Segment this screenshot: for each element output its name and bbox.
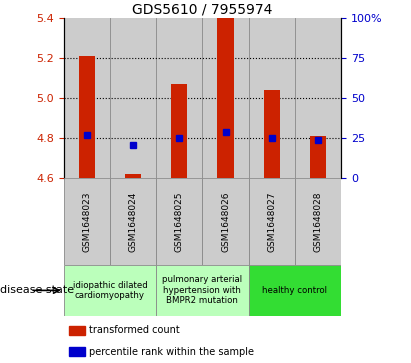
Bar xyxy=(64,18,110,178)
Bar xyxy=(249,18,295,178)
Bar xyxy=(295,18,341,178)
Bar xyxy=(69,347,85,356)
Bar xyxy=(110,18,156,178)
Bar xyxy=(217,18,233,178)
Bar xyxy=(69,326,85,335)
Title: GDS5610 / 7955974: GDS5610 / 7955974 xyxy=(132,3,272,17)
Text: percentile rank within the sample: percentile rank within the sample xyxy=(89,347,254,357)
Bar xyxy=(171,84,187,178)
Bar xyxy=(310,136,326,178)
Bar xyxy=(125,174,141,178)
Text: idiopathic dilated
cardiomyopathy: idiopathic dilated cardiomyopathy xyxy=(73,281,147,300)
Bar xyxy=(156,178,203,265)
Bar xyxy=(295,178,341,265)
Bar xyxy=(203,18,249,178)
Text: pulmonary arterial
hypertension with
BMPR2 mutation: pulmonary arterial hypertension with BMP… xyxy=(162,276,242,305)
Text: GSM1648028: GSM1648028 xyxy=(314,191,323,252)
Bar xyxy=(79,56,95,178)
Bar xyxy=(156,265,249,316)
Text: GSM1648023: GSM1648023 xyxy=(82,191,91,252)
Text: GSM1648026: GSM1648026 xyxy=(221,191,230,252)
Text: transformed count: transformed count xyxy=(89,326,180,335)
Bar xyxy=(249,265,341,316)
Bar xyxy=(64,178,110,265)
Bar xyxy=(264,90,280,178)
Bar xyxy=(203,178,249,265)
Text: GSM1648027: GSM1648027 xyxy=(267,191,276,252)
Bar xyxy=(249,178,295,265)
Text: GSM1648025: GSM1648025 xyxy=(175,191,184,252)
Text: healthy control: healthy control xyxy=(262,286,328,295)
Bar xyxy=(110,178,156,265)
Bar xyxy=(156,18,203,178)
Text: disease state: disease state xyxy=(0,285,74,295)
Bar xyxy=(64,265,156,316)
Text: GSM1648024: GSM1648024 xyxy=(129,191,138,252)
